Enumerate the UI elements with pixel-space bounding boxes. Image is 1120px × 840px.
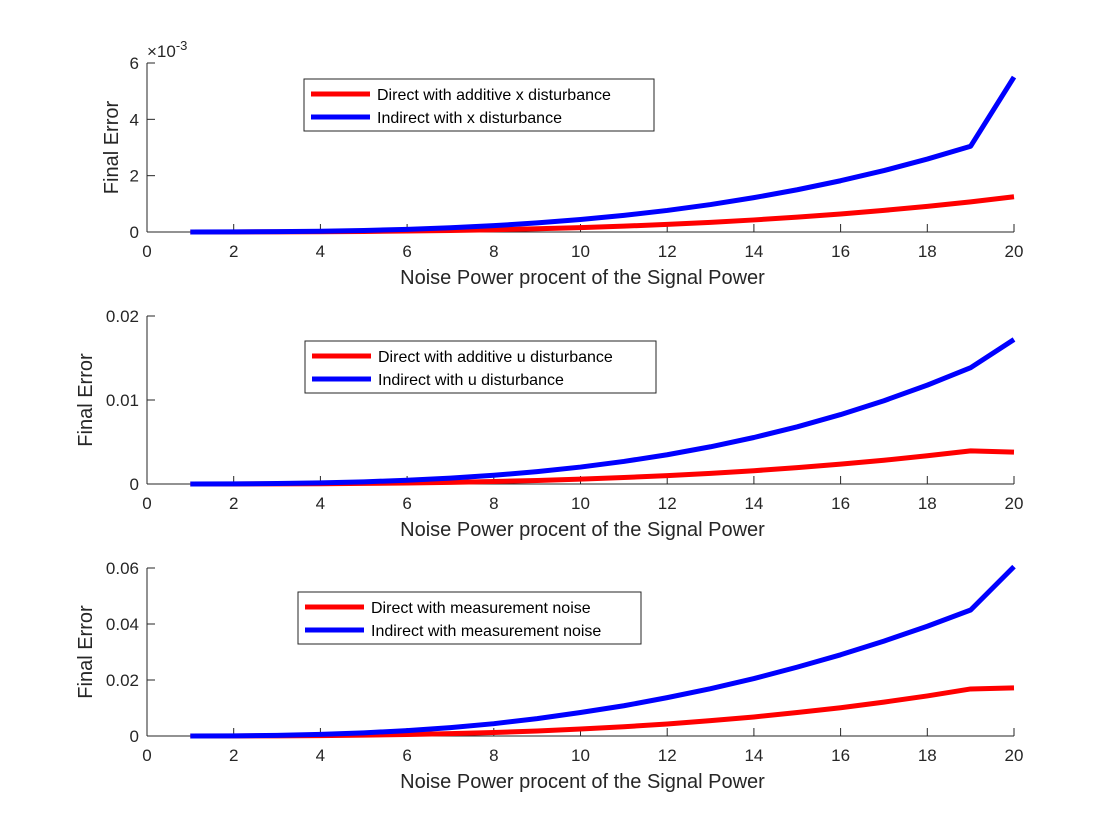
legend-entry-label: Direct with measurement noise (371, 600, 591, 617)
x-tick-label: 2 (229, 242, 238, 261)
y-axis-label: Final Error (101, 100, 123, 194)
x-tick-label: 12 (658, 242, 677, 261)
x-tick-label: 6 (402, 494, 411, 513)
series-line-indirect (190, 564, 1016, 739)
x-tick-label: 8 (489, 242, 498, 261)
legend: Direct with measurement noise Indirect wi… (297, 591, 642, 645)
y-exponent-power: -3 (176, 38, 188, 53)
x-tick-label: 18 (918, 242, 937, 261)
legend: Direct with additive x disturbance Indire… (303, 78, 655, 132)
legend-box (303, 78, 655, 132)
x-tick-label: 4 (316, 746, 325, 765)
legend-box (297, 591, 642, 645)
y-exponent-base: ×10 (147, 42, 176, 61)
y-tick-label: 0 (130, 475, 139, 494)
subplot-2: 0 2 4 6 8 10 12 14 16 18 20 0 0.01 0.02 Noise Power pr… (75, 307, 1023, 541)
y-tick-label: 0.04 (106, 615, 139, 634)
legend-box (304, 340, 657, 394)
x-tick-label: 18 (918, 746, 937, 765)
series-line-indirect (190, 75, 1017, 235)
y-tick-label: 0.06 (106, 559, 139, 578)
x-tick-label: 20 (1005, 746, 1024, 765)
subplot-1: 0 2 4 6 8 10 12 14 16 18 20 0 2 4 6 ×10-3 Noise Power pr… (101, 38, 1023, 289)
x-axis-label: Noise Power procent of the Signal Power (400, 771, 765, 793)
x-tick-label: 16 (831, 746, 850, 765)
x-axis-label: Noise Power procent of the Signal Power (400, 267, 765, 289)
y-axis-label: Final Error (75, 353, 97, 447)
y-tick-label: 0.02 (106, 671, 139, 690)
x-tick-label: 12 (658, 494, 677, 513)
x-tick-label: 14 (744, 746, 763, 765)
x-tick-label: 16 (831, 242, 850, 261)
y-tick-label: 0 (130, 727, 139, 746)
x-tick-label: 8 (489, 746, 498, 765)
y-tick-label: 0 (130, 223, 139, 242)
x-tick-label: 14 (744, 242, 763, 261)
y-axis-label: Final Error (75, 605, 97, 699)
x-tick-label: 4 (316, 494, 325, 513)
legend-entry-label: Indirect with measurement noise (371, 623, 601, 640)
x-tick-label: 8 (489, 494, 498, 513)
x-tick-label: 0 (142, 494, 151, 513)
x-axis-label: Noise Power procent of the Signal Power (400, 519, 765, 541)
x-tick-label: 12 (658, 746, 677, 765)
y-tick-label: 4 (130, 110, 139, 129)
legend-entry-label: Indirect with x disturbance (377, 110, 562, 127)
y-tick-label: 2 (130, 167, 139, 186)
y-tick-label: 0.01 (106, 391, 139, 410)
x-tick-label: 6 (402, 746, 411, 765)
x-tick-label: 14 (744, 494, 763, 513)
x-tick-label: 20 (1005, 242, 1024, 261)
y-exponent-label: ×10-3 (147, 38, 187, 61)
subplot-3: 0 2 4 6 8 10 12 14 16 18 20 0 0.02 0.04 0.06 Noise Powe… (75, 559, 1023, 793)
x-tick-label: 10 (571, 746, 590, 765)
x-tick-label: 2 (229, 494, 238, 513)
x-tick-label: 0 (142, 746, 151, 765)
legend-entry-label: Direct with additive x disturbance (377, 87, 611, 104)
x-tick-label: 16 (831, 494, 850, 513)
y-tick-label: 6 (130, 54, 139, 73)
x-tick-label: 0 (142, 242, 151, 261)
legend-entry-label: Indirect with u disturbance (378, 372, 564, 389)
x-tick-label: 20 (1005, 494, 1024, 513)
x-tick-label: 10 (571, 494, 590, 513)
x-tick-label: 10 (571, 242, 590, 261)
x-tick-label: 18 (918, 494, 937, 513)
x-tick-label: 2 (229, 746, 238, 765)
y-tick-label: 0.02 (106, 307, 139, 326)
legend: Direct with additive u disturbance Indire… (304, 340, 657, 394)
series-line-indirect (190, 337, 1016, 487)
legend-entry-label: Direct with additive u disturbance (378, 349, 613, 366)
x-tick-label: 4 (316, 242, 325, 261)
x-tick-label: 6 (402, 242, 411, 261)
